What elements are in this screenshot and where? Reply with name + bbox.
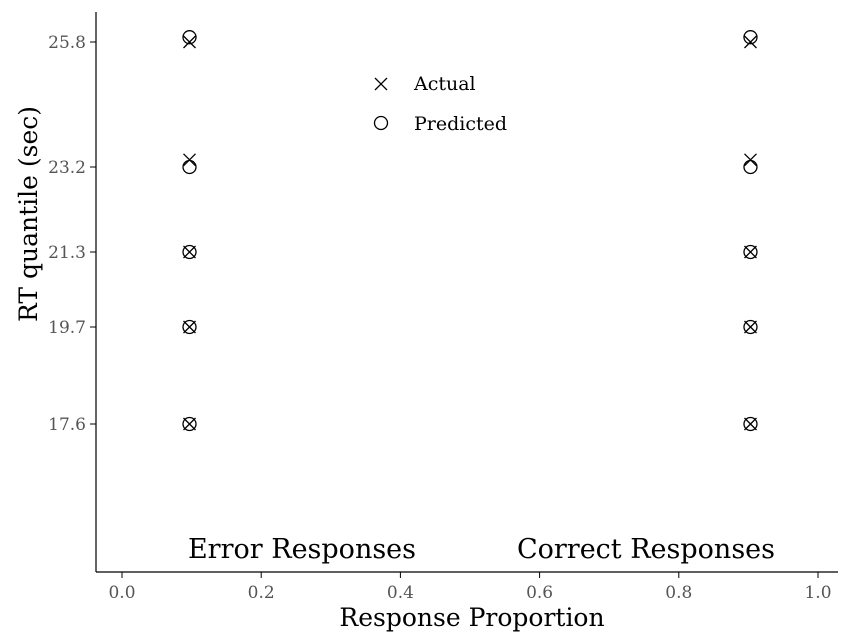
actual-point — [183, 245, 196, 259]
legend-predicted-label: Predicted — [414, 113, 507, 135]
x-tick-label: 0.4 — [387, 583, 414, 603]
predicted-point — [743, 416, 758, 432]
actual-point — [183, 320, 196, 334]
predicted-point — [743, 159, 758, 175]
x-axis-title: Response Proportion — [339, 603, 604, 632]
actual-point — [744, 245, 757, 259]
legend: Actual Predicted — [373, 73, 507, 135]
y-axis-title: RT quantile (sec) — [14, 106, 43, 322]
y-tick-label: 19.7 — [48, 318, 86, 338]
actual-point — [744, 320, 757, 334]
plot-area: 0.0 0.2 0.4 0.6 0.8 1.0 17.6 19.7 21.3 23.2 25.8 — [48, 12, 838, 603]
actual-point — [744, 417, 757, 431]
actual-point — [183, 417, 196, 431]
y-tick-label: 17.6 — [48, 415, 86, 435]
correct-responses-label: Correct Responses — [517, 534, 775, 565]
y-tick-label: 23.2 — [48, 158, 86, 178]
predicted-point — [182, 319, 197, 335]
predicted-point — [182, 159, 197, 175]
predicted-point — [182, 416, 197, 432]
predicted-point — [743, 30, 758, 45]
data-points — [182, 30, 758, 432]
x-axis-ticks: 0.0 0.2 0.4 0.6 0.8 1.0 — [108, 572, 832, 603]
legend-actual-marker-icon — [374, 77, 388, 91]
error-responses-label: Error Responses — [188, 534, 416, 565]
legend-predicted-marker-icon — [373, 115, 389, 131]
x-tick-label: 0.6 — [526, 583, 553, 603]
legend-actual-label: Actual — [413, 73, 476, 95]
predicted-point — [743, 319, 758, 335]
y-tick-label: 25.8 — [48, 33, 86, 53]
x-tick-label: 0.8 — [665, 583, 692, 603]
y-tick-label: 21.3 — [48, 243, 86, 263]
actual-point — [744, 153, 757, 167]
predicted-point — [182, 244, 197, 260]
y-axis-ticks: 17.6 19.7 21.3 23.2 25.8 — [48, 33, 96, 435]
x-tick-label: 0.2 — [248, 583, 275, 603]
actual-point — [183, 35, 196, 49]
predicted-point — [182, 30, 197, 45]
x-tick-label: 1.0 — [804, 583, 831, 603]
actual-point — [183, 153, 196, 167]
actual-point — [744, 35, 757, 49]
predicted-point — [743, 244, 758, 260]
x-tick-label: 0.0 — [108, 583, 135, 603]
